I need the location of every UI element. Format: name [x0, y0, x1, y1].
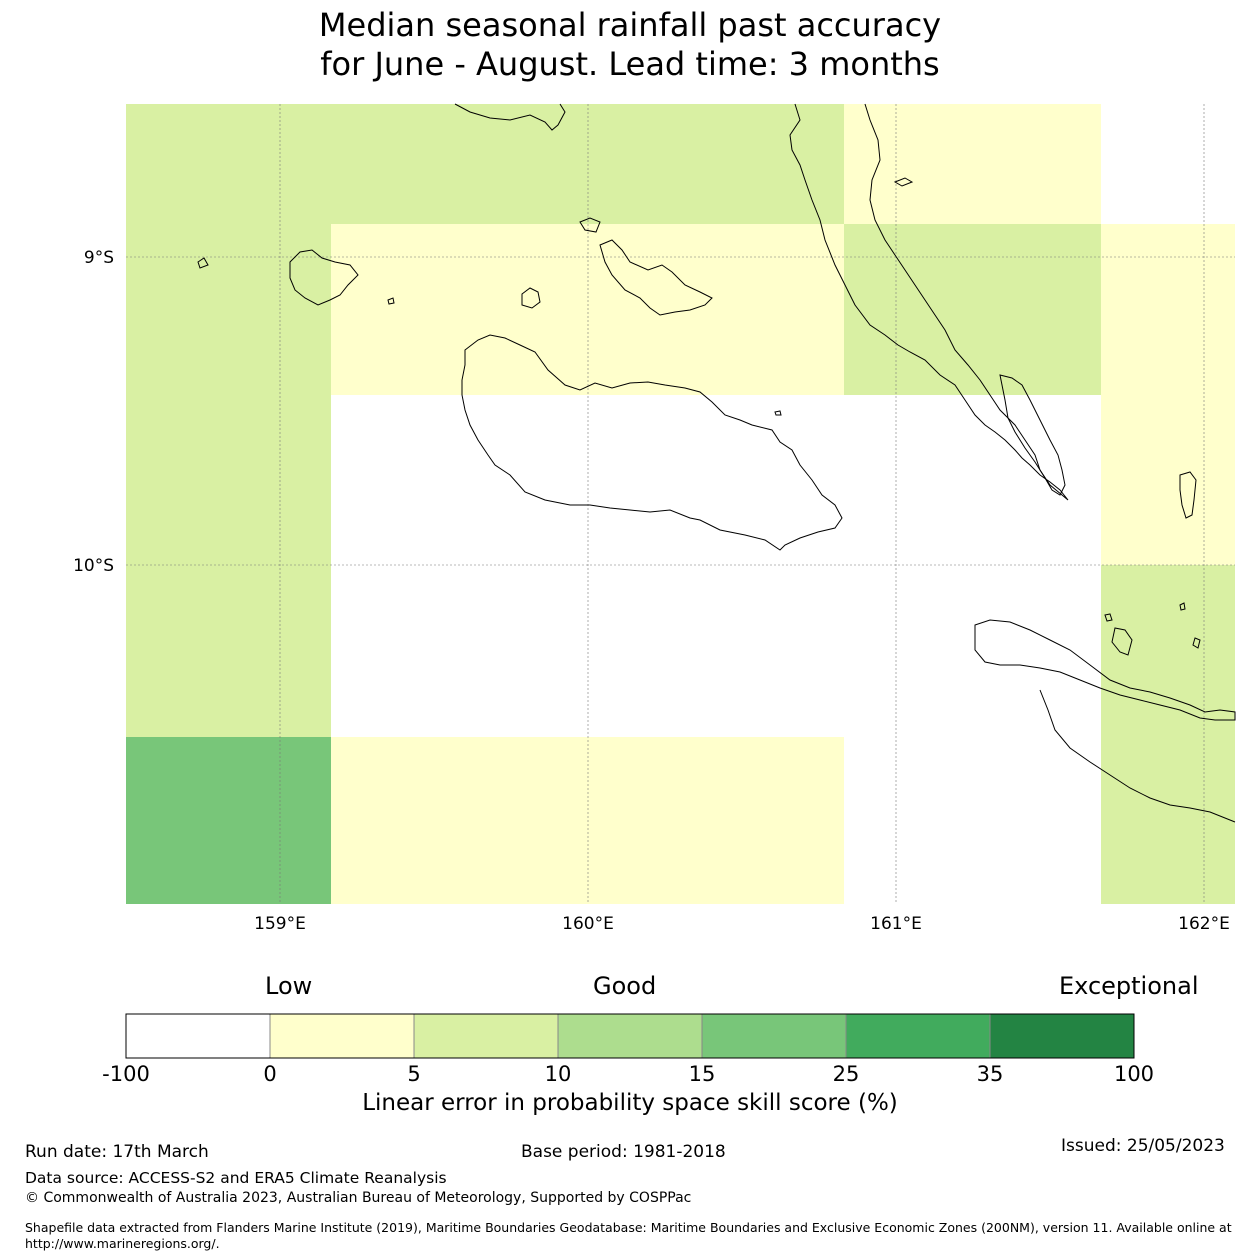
- issued-date: Issued: 25/05/2023: [1061, 1136, 1225, 1156]
- colorbar-tick-3: 10: [545, 1062, 572, 1086]
- colorbar-swatch-3: [558, 1014, 702, 1058]
- colorbar-category-good: Good: [593, 972, 657, 1000]
- sikaiana-islet: [1179, 471, 1197, 519]
- colorbar-swatch-6: [990, 1014, 1134, 1058]
- florida-islands-coast: [599, 239, 713, 316]
- colorbar-swatch-0: [126, 1014, 270, 1058]
- small-malaita-coast: [999, 374, 1066, 496]
- islet-east-3: [1192, 637, 1201, 649]
- makira-coast: [974, 619, 1236, 721]
- colorbar-tick-6: 35: [977, 1062, 1004, 1086]
- colorbar-tick-2: 5: [407, 1062, 420, 1086]
- lon-label-160e: 160°E: [562, 914, 614, 934]
- islet-east-1: [1104, 613, 1113, 622]
- russell-islands-coast: [289, 249, 359, 306]
- cell-north-strip: [331, 104, 844, 224]
- cell-far-east-bottom: [1101, 565, 1235, 904]
- colorbar-frame: [125, 1013, 1135, 1059]
- islet-2: [774, 410, 782, 416]
- colorbar-swatch-1: [270, 1014, 414, 1058]
- colorbar-label: Linear error in probability space skill …: [362, 1090, 898, 1116]
- data-source: Data source: ACCESS-S2 and ERA5 Climate …: [25, 1169, 447, 1187]
- cell-east-band: [844, 224, 1101, 395]
- shapefile-credit-line1: Shapefile data extracted from Flanders M…: [25, 1220, 1232, 1235]
- cell-south-central: [331, 737, 844, 904]
- north-islands-coast: [454, 103, 566, 131]
- colorbar-swatch-4: [702, 1014, 846, 1058]
- lat-label-9s: 9°S: [84, 248, 114, 268]
- colorbar-category-low: Low: [265, 972, 313, 1000]
- cell-central-band: [331, 224, 844, 395]
- cell-north-east-top: [844, 104, 1101, 224]
- chart-title-line2: for June - August. Lead time: 3 months: [320, 45, 940, 83]
- gridlines: [126, 104, 1235, 904]
- colorbar-category-exceptional: Exceptional: [1059, 972, 1199, 1000]
- colorbar-tick-1: 0: [263, 1062, 276, 1086]
- cell-far-east-top: [1101, 224, 1235, 565]
- colorbar: -100 0 5 10 15 25 35 100: [102, 1013, 1154, 1086]
- islet-west: [197, 257, 209, 269]
- islet-east-2: [1179, 602, 1186, 611]
- colorbar-tick-5: 25: [833, 1062, 860, 1086]
- lon-label-162e: 162°E: [1178, 914, 1230, 934]
- base-period: Base period: 1981-2018: [521, 1142, 726, 1162]
- islet-small-2: [579, 217, 601, 233]
- coastlines: [197, 103, 1236, 823]
- colorbar-tick-7: 100: [1114, 1062, 1154, 1086]
- cell-south-west: [126, 737, 331, 904]
- colorbar-swatch-2: [414, 1014, 558, 1058]
- copyright: © Commonwealth of Australia 2023, Austra…: [25, 1190, 692, 1206]
- colorbar-swatch-5: [846, 1014, 990, 1058]
- ulawa-island-coast: [1111, 627, 1133, 656]
- islet-small-1: [387, 297, 395, 305]
- savo-island-coast: [521, 287, 541, 309]
- chart-title-line1: Median seasonal rainfall past accuracy: [318, 6, 942, 44]
- skill-grid: [126, 104, 1235, 904]
- colorbar-tick-0: -100: [102, 1062, 150, 1086]
- lon-label-161e: 161°E: [870, 914, 922, 934]
- run-date: Run date: 17th March: [25, 1142, 209, 1162]
- cell-west-column: [126, 104, 331, 737]
- makira-south-coast: [1039, 689, 1236, 823]
- colorbar-tick-4: 15: [689, 1062, 716, 1086]
- islet-1: [893, 177, 914, 187]
- lon-label-159e: 159°E: [254, 914, 306, 934]
- shapefile-credit-line2: http://www.marineregions.org/.: [25, 1236, 220, 1251]
- lat-label-10s: 10°S: [73, 556, 114, 576]
- guadalcanal-coast: [461, 334, 843, 551]
